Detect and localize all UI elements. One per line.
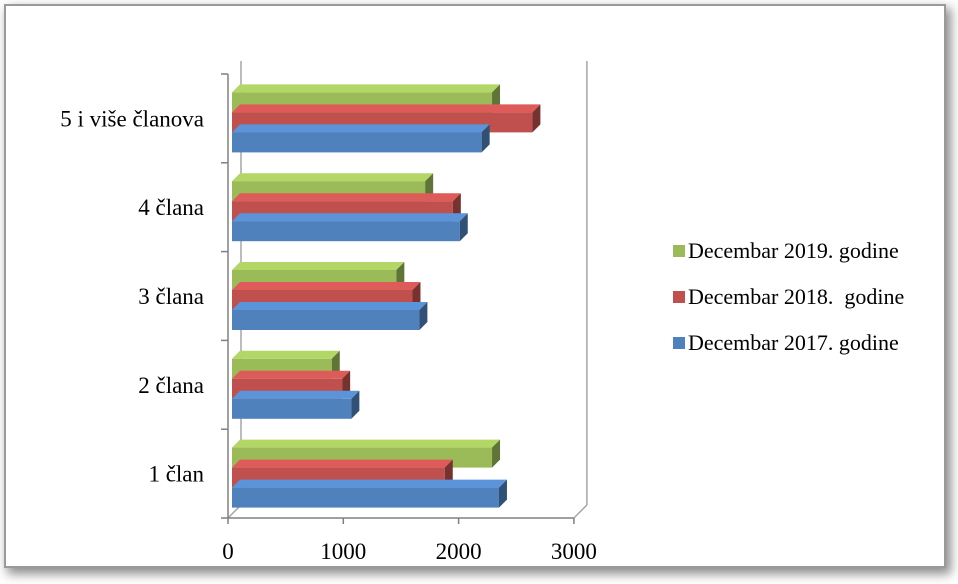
bar-side-face xyxy=(481,124,490,153)
category-label: 3 člana xyxy=(138,284,204,309)
bar-top-face xyxy=(232,173,434,182)
bar-side-face xyxy=(419,302,428,330)
category-label: 4 člana xyxy=(138,195,204,220)
bar-side-face xyxy=(492,439,501,468)
bar-top-face xyxy=(232,262,405,270)
bar-front-face xyxy=(232,221,460,242)
bar-top-face xyxy=(232,124,490,133)
bar xyxy=(232,213,468,242)
legend-label: Decembar 2019. godine xyxy=(688,238,899,263)
x-tick-label: 1000 xyxy=(320,539,366,564)
bar-side-face xyxy=(498,479,507,508)
bar-top-face xyxy=(232,193,461,202)
bar-top-face xyxy=(232,213,468,222)
bar xyxy=(232,124,490,153)
category-label: 1 član xyxy=(148,462,204,487)
category-label: 2 člana xyxy=(138,373,204,398)
bar-top-face xyxy=(232,84,501,93)
bar xyxy=(232,302,428,330)
chart-canvas: 0 1000 2000 3000 1 član 2 člana 3 člana 4 člana… xyxy=(60,61,904,564)
bar-front-face xyxy=(232,310,420,330)
bar-front-face xyxy=(232,132,482,153)
bar-top-face xyxy=(232,104,541,113)
legend-swatch xyxy=(673,337,685,349)
bar-top-face xyxy=(232,390,360,399)
bar xyxy=(232,479,507,508)
bar-front-face xyxy=(232,398,352,419)
x-tick-label: 0 xyxy=(222,539,234,564)
bar-front-face xyxy=(232,487,499,508)
bar-top-face xyxy=(232,370,351,379)
chart-frame: 0 1000 2000 3000 1 član 2 člana 3 člana 4 člana… xyxy=(6,6,944,566)
bar-side-face xyxy=(351,390,360,419)
bar-top-face xyxy=(232,439,501,448)
bar-side-face xyxy=(532,104,541,133)
bar-side-face xyxy=(459,213,468,242)
bar xyxy=(232,390,360,419)
legend-label: Decembar 2018. godine xyxy=(688,284,904,309)
category-label: 5 i više članova xyxy=(60,106,204,131)
bar-top-face xyxy=(232,479,507,488)
legend-swatch xyxy=(673,291,685,303)
legend-label: Decembar 2017. godine xyxy=(688,330,899,355)
legend-swatch xyxy=(673,245,685,257)
bar-top-face xyxy=(232,459,453,468)
bar-top-face xyxy=(232,282,421,290)
bar-top-face xyxy=(232,350,340,359)
x-tick-label: 3000 xyxy=(551,539,597,564)
x-tick-label: 2000 xyxy=(436,539,482,564)
bar-top-face xyxy=(232,302,428,310)
floor-right-edge xyxy=(573,504,588,519)
